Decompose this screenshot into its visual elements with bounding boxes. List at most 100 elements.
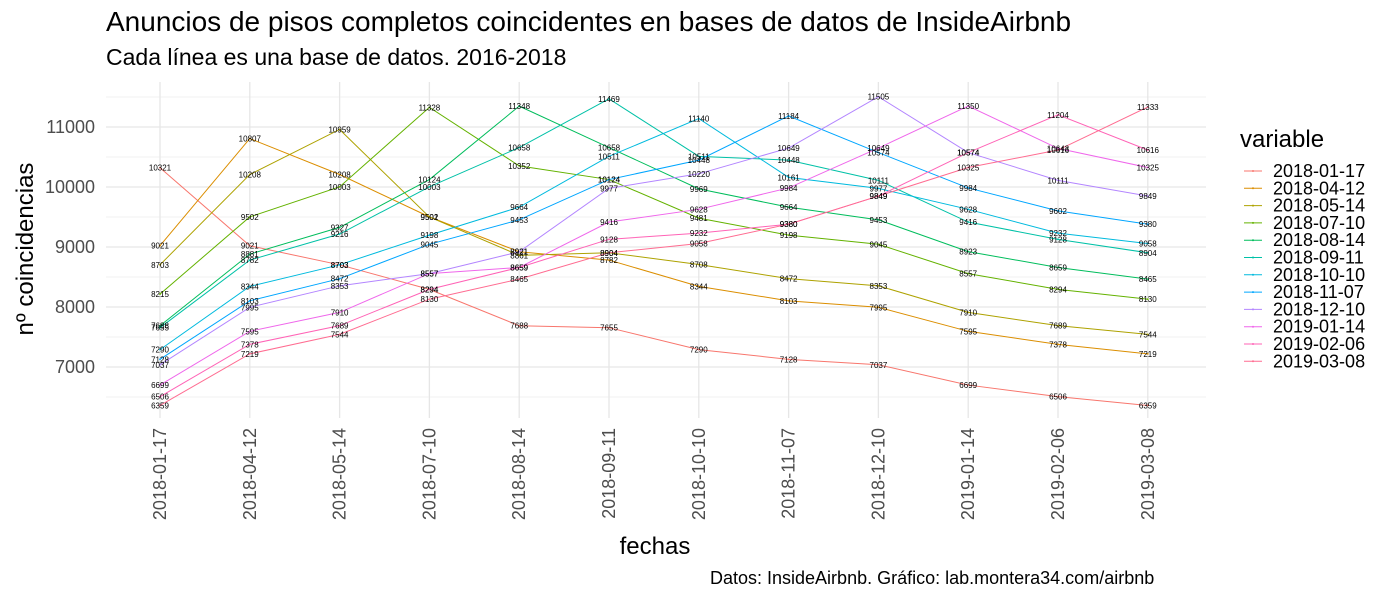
data-point [967, 166, 970, 169]
data-label: 7689 [331, 322, 349, 331]
data-point [697, 117, 700, 120]
data-point [159, 395, 161, 398]
data-point [967, 221, 970, 223]
data-point [608, 155, 610, 158]
data-label: 7544 [331, 330, 349, 339]
series-line [159, 105, 1148, 327]
series-line [159, 118, 1148, 351]
data-label: 10325 [1137, 164, 1160, 173]
data-point [518, 250, 521, 253]
data-label: 9045 [421, 240, 439, 249]
data-label: 10959 [328, 125, 351, 134]
data-label: 9969 [690, 185, 708, 194]
data-point [1057, 343, 1059, 346]
data-point [248, 352, 251, 355]
x-tick-label: 2018-07-10 [419, 428, 439, 520]
data-point [338, 226, 341, 229]
data-point [877, 147, 880, 149]
data-label: 11184 [778, 112, 800, 121]
data-point [518, 324, 521, 327]
data-label: 8659 [510, 263, 528, 272]
data-point [1146, 166, 1149, 169]
data-point [428, 185, 431, 188]
data-point [428, 234, 431, 237]
legend-title: variable [1240, 126, 1324, 153]
data-label: 9602 [1049, 207, 1067, 216]
y-tick-label: 7000 [55, 357, 95, 377]
data-label: 7688 [510, 322, 528, 331]
legend-key-point [1252, 273, 1254, 276]
data-point [428, 272, 431, 275]
legend-key-point [1252, 291, 1254, 294]
data-label: 9664 [510, 203, 528, 212]
data-label: 9058 [1139, 240, 1157, 249]
data-point [1057, 324, 1059, 327]
data-label: 9128 [600, 235, 618, 244]
x-tick-label: 2019-03-08 [1138, 428, 1158, 520]
data-label: 9045 [870, 240, 888, 249]
data-label: 8921 [510, 248, 528, 257]
data-label: 10511 [688, 152, 710, 161]
x-axis-ticks: 2018-01-17 2018-04-12 2018-05-14 2018-07-10… [150, 428, 1158, 520]
data-point [248, 253, 251, 256]
data-label: 6506 [1049, 393, 1067, 402]
y-tick-label: 11000 [46, 117, 95, 137]
data-label: 9232 [690, 229, 708, 238]
data-point [1146, 333, 1149, 336]
legend-entry-label: 2018-11-07 [1273, 282, 1364, 302]
data-point [518, 278, 521, 280]
y-tick-label: 9000 [55, 237, 95, 257]
data-point [518, 218, 521, 221]
data-point [697, 217, 700, 220]
data-point [787, 234, 790, 237]
data-label: 8294 [421, 285, 439, 294]
data-label: 7219 [241, 350, 259, 359]
series-line [159, 128, 1148, 335]
data-point [877, 151, 880, 154]
data-label: 6506 [151, 393, 169, 402]
data-label: 10352 [508, 162, 531, 171]
legend-key-point [1252, 204, 1254, 207]
data-label: 8472 [780, 275, 798, 284]
data-label: 7378 [1049, 340, 1067, 349]
data-label: 10658 [508, 144, 531, 153]
data-label: 8881 [241, 250, 259, 259]
x-tick-label: 2019-01-14 [958, 428, 978, 520]
data-label: 7037 [151, 361, 169, 370]
data-label: 9216 [331, 230, 349, 239]
data-label: 7128 [151, 355, 169, 364]
data-point [248, 259, 251, 261]
data-point [1057, 149, 1059, 151]
chart-subtitle: Cada línea es una base de datos. 2016-20… [106, 44, 567, 70]
data-label: 10649 [777, 144, 800, 153]
data-point [787, 147, 790, 149]
data-label: 8130 [421, 295, 439, 304]
data-label: 9327 [331, 223, 349, 232]
data-point [787, 206, 790, 209]
data-point [1057, 266, 1059, 269]
data-label: 10124 [418, 176, 441, 185]
data-point [697, 263, 700, 266]
data-point [1057, 238, 1059, 241]
data-label: 10161 [777, 173, 800, 182]
data-label: 10807 [239, 135, 262, 144]
legend-entry-label: 2018-07-10 [1273, 213, 1365, 233]
data-label: 10574 [957, 149, 980, 158]
data-point [608, 146, 610, 149]
data-label: 10003 [328, 183, 351, 192]
data-label: 7688 [151, 322, 169, 331]
data-point [428, 298, 431, 301]
data-label: 9501 [421, 213, 439, 222]
data-point [877, 195, 880, 197]
data-label: 8465 [1139, 275, 1157, 284]
data-label: 8465 [510, 275, 528, 284]
data-label: 9453 [870, 216, 888, 225]
data-point [338, 263, 341, 266]
data-label: 6359 [1139, 401, 1157, 410]
data-label: 8703 [331, 261, 349, 270]
data-label: 9628 [690, 205, 708, 214]
data-point [428, 106, 431, 109]
data-label: 7037 [870, 361, 888, 370]
x-tick-label: 2018-04-12 [240, 428, 260, 520]
data-label: 9664 [780, 203, 798, 212]
